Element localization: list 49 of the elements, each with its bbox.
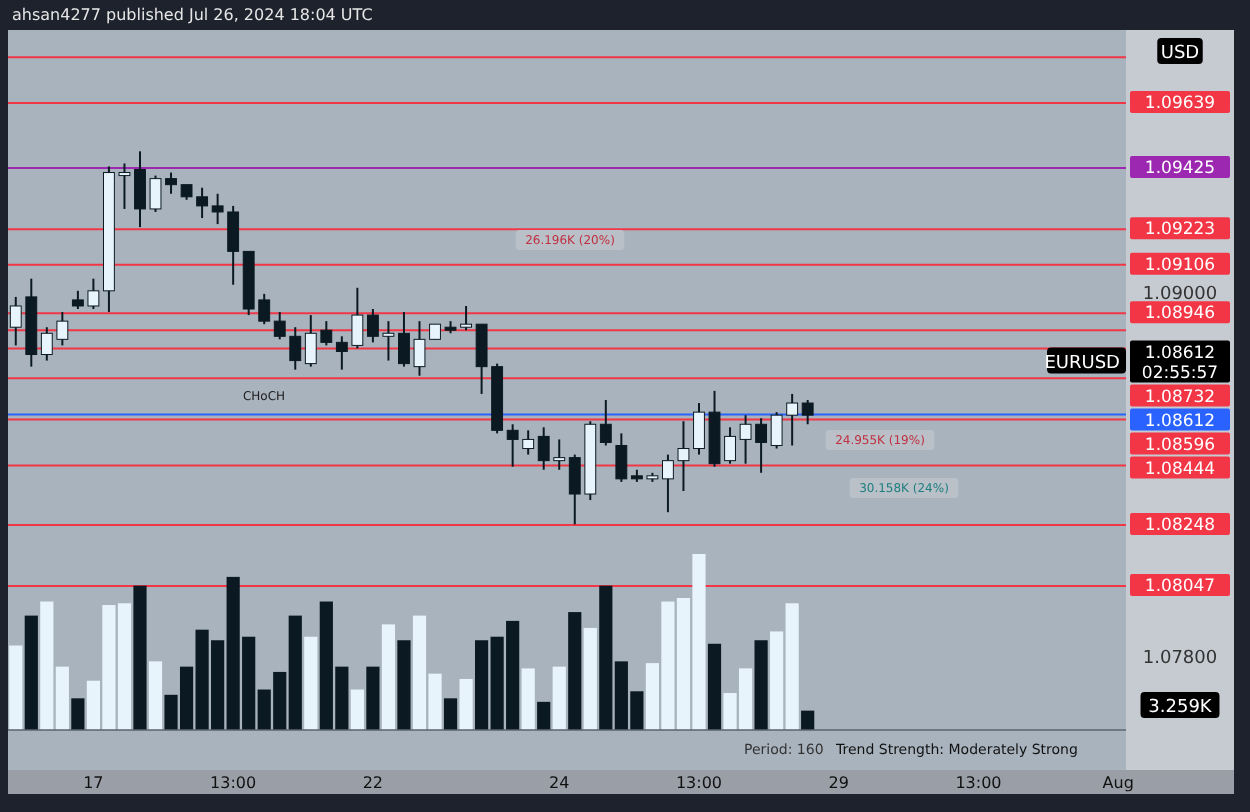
y-tick-label: 1.07800 [1142,648,1218,669]
ref-line-label: 1.08248 [1144,515,1216,536]
bar [521,668,535,730]
ref-line-label: 1.09425 [1144,158,1216,179]
x-tick-label: 13:00 [210,774,257,792]
bar [583,627,597,730]
bar [397,640,411,730]
bar [552,666,566,730]
ref-line-label: 1.09639 [1144,94,1216,115]
text: 02:55:57 [1141,363,1219,384]
ref-line-label: 1.09223 [1144,220,1216,241]
candlestick [615,432,628,483]
bar [148,661,163,730]
ref-line-label: 1.08596 [1144,435,1216,456]
bar [537,701,551,730]
x-tick-label: 24 [549,774,570,792]
bar [381,624,396,730]
bar [9,645,23,730]
ref-line-label: 1.08444 [1144,459,1216,480]
text: USD [1160,44,1200,64]
bar [754,640,768,730]
text: 1.08612 [1144,343,1216,364]
text: 3.259K [1148,698,1214,718]
ref-line-label: 1.09106 [1144,255,1216,276]
candlestick [599,399,612,447]
bar [443,698,458,730]
bar [801,710,815,730]
bar [459,678,473,730]
x-tick-label: 29 [828,774,849,792]
bar [350,689,364,730]
x-tick-label: 13:00 [955,774,1002,792]
candlestick [801,399,814,426]
ref-line-label: 1.08047 [1144,576,1216,597]
bar [366,666,380,730]
bar [304,636,318,730]
bar [707,643,722,730]
text: ahsan4277 published Jul 26, 2024 18:04 UTC [12,6,374,24]
ref-line-label: 1.08732 [1144,387,1216,408]
ref-line-label: 1.08946 [1144,304,1216,325]
bar [24,615,38,730]
y-tick-label: 1.09000 [1142,284,1218,305]
ref-line-label: 1.08612 [1144,411,1216,432]
bar [568,612,582,730]
x-tick-label: Aug [1102,774,1134,792]
x-tick-label: 13:00 [675,774,723,792]
x-tick-label: 22 [362,774,384,792]
bar [133,585,147,730]
x-tick-label: 17 [83,774,104,792]
bar [71,698,85,730]
